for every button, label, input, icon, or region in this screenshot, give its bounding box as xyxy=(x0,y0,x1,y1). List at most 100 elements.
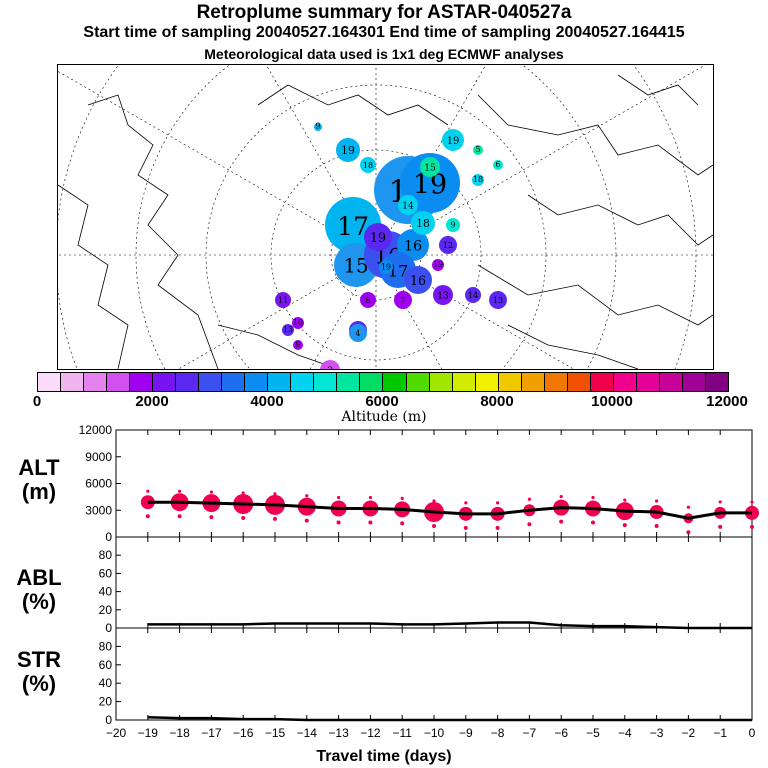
colorbar-swatch xyxy=(360,373,384,391)
plume-cluster-marker xyxy=(397,229,429,261)
coastline xyxy=(477,264,713,326)
coastline xyxy=(87,94,219,369)
altitude-spread-marker xyxy=(718,500,722,504)
x-tick-label: −3 xyxy=(650,726,664,740)
altitude-spread-marker xyxy=(432,524,436,529)
y-tick-label: 0 xyxy=(105,713,112,727)
y-tick-label: 20 xyxy=(99,695,113,709)
plume-cluster-label: 13 xyxy=(437,292,449,302)
colorbar-swatch xyxy=(337,373,361,391)
panel-frame xyxy=(115,536,753,629)
plume-cluster-marker xyxy=(472,174,484,186)
abl-fraction-line xyxy=(147,621,752,630)
x-tick-label: −2 xyxy=(682,726,696,740)
x-tick-label: −9 xyxy=(459,726,473,740)
x-tick-label: −20 xyxy=(106,726,127,740)
x-tick-label: −7 xyxy=(523,726,537,740)
altitude-spread-marker xyxy=(623,498,627,502)
colorbar-tick-label: 10000 xyxy=(591,393,633,410)
x-tick-label: −1 xyxy=(713,726,727,740)
plume-cluster-marker xyxy=(292,317,304,329)
colorbar-tick-label: 0 xyxy=(32,393,42,410)
plume-cluster-label: 15 xyxy=(343,255,368,278)
y-tick-label: 0 xyxy=(105,530,112,544)
altitude-spread-marker xyxy=(241,491,245,495)
altitude-spread-marker xyxy=(305,494,309,498)
colorbar-label: Altitude (m) xyxy=(341,409,427,425)
altitude-spread-marker xyxy=(559,494,563,499)
plume-cluster-marker xyxy=(446,218,460,232)
plume-cluster-marker xyxy=(314,123,322,131)
chart-title: Retroplume summary for ASTAR-040527a xyxy=(196,2,572,23)
plume-cluster-label: 14 xyxy=(468,291,478,300)
colorbar-tick-label: 4000 xyxy=(250,393,284,410)
plume-cluster-marker xyxy=(439,236,457,254)
x-tick-label: −17 xyxy=(201,726,222,740)
x-tick-label: 0 xyxy=(749,726,756,740)
plume-cluster-marker xyxy=(349,324,367,342)
plume-cluster-label: 12 xyxy=(443,240,453,250)
x-tick-label: −16 xyxy=(233,726,254,740)
altitude-spread-marker xyxy=(686,530,691,535)
altitude-spread-marker xyxy=(209,515,214,520)
colorbar-swatch xyxy=(498,373,522,391)
met-data-note: Meteorological data used is 1x1 deg ECMW… xyxy=(204,46,564,62)
plume-cluster-label: 8 xyxy=(365,296,370,305)
altitude-spread-marker xyxy=(559,519,564,524)
x-tick-label: −14 xyxy=(297,726,318,740)
sampling-times: Start time of sampling 20040527.164301 E… xyxy=(83,24,685,41)
altitude-spread-marker xyxy=(527,497,532,501)
plume-cluster-label: 10 xyxy=(293,318,303,327)
plume-cluster-label: 16 xyxy=(410,273,426,288)
colorbar-swatch xyxy=(38,373,62,391)
colorbar-swatch xyxy=(153,373,177,391)
abl-label-line1: ABL xyxy=(16,565,62,590)
plume-cluster-marker xyxy=(293,340,303,350)
meridian-line xyxy=(58,71,377,256)
colorbar-swatch xyxy=(199,373,223,391)
colorbar-swatch xyxy=(84,373,108,391)
meridian-line xyxy=(375,65,706,256)
altitude-spread-marker xyxy=(495,525,500,530)
altitude-spread-marker xyxy=(209,490,213,494)
plume-cluster-label: 9 xyxy=(450,220,455,229)
meridian-line xyxy=(375,254,575,369)
x-tick-label: −12 xyxy=(360,726,381,740)
plume-cluster-marker xyxy=(442,129,464,151)
x-tick-label: −18 xyxy=(169,726,190,740)
coastline xyxy=(477,94,713,176)
x-tick-label: −4 xyxy=(618,726,632,740)
plume-cluster-marker xyxy=(360,292,376,308)
altitude-spread-marker xyxy=(591,520,595,525)
y-tick-label: 3000 xyxy=(85,503,112,517)
plume-cluster-label: 9 xyxy=(315,121,320,130)
plume-cluster-marker xyxy=(420,157,440,177)
y-tick-label: 60 xyxy=(99,658,113,672)
plume-cluster-marker xyxy=(433,285,453,305)
plume-cluster-label: 7 xyxy=(400,295,405,305)
plume-cluster-marker xyxy=(320,360,340,369)
colorbar-swatch xyxy=(659,373,683,391)
plume-cluster-marker xyxy=(493,160,503,170)
altitude-spread-marker xyxy=(178,489,182,493)
altitude-spread-marker xyxy=(464,501,468,505)
meridian-line xyxy=(375,254,443,369)
altitude-spread-marker xyxy=(591,495,595,500)
y-tick-label: 6000 xyxy=(85,477,112,491)
plume-cluster-label: 18 xyxy=(473,175,483,184)
y-tick-label: 9000 xyxy=(85,450,112,464)
str-fraction-line xyxy=(147,715,752,722)
plume-cluster-label: 14 xyxy=(402,202,414,212)
x-tick-label: −15 xyxy=(265,726,286,740)
colorbar-tick-label: 2000 xyxy=(135,393,169,410)
altitude-spread-marker xyxy=(654,524,659,529)
plume-cluster-label: 15 xyxy=(424,164,436,174)
plume-cluster-marker xyxy=(394,291,412,309)
y-tick-label: 60 xyxy=(99,566,113,580)
altitude-spread-marker xyxy=(463,525,468,530)
colorbar-swatch xyxy=(222,373,246,391)
meridian-line xyxy=(265,65,377,256)
coastline xyxy=(617,74,699,106)
plume-cluster-label: 13 xyxy=(493,295,503,305)
colorbar-swatch xyxy=(383,373,407,391)
